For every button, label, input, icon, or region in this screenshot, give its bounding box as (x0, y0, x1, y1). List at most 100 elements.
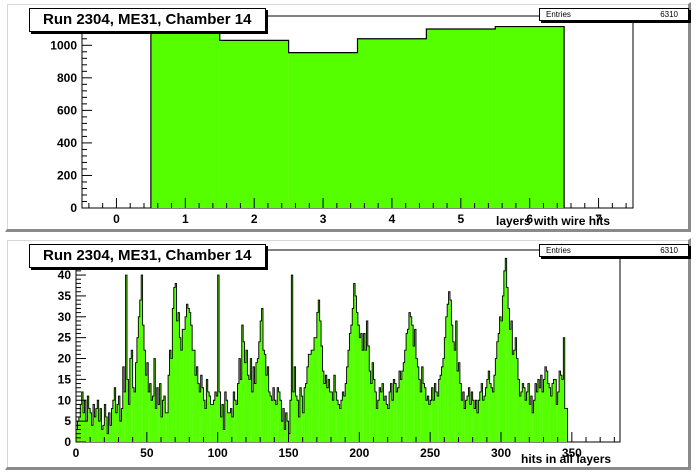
histogram-bin (338, 404, 340, 442)
y-tick-label: 30 (58, 310, 72, 324)
histogram-bin (165, 412, 167, 442)
histogram-bin (404, 350, 407, 442)
histogram-bin (387, 408, 390, 442)
histogram-bin (340, 400, 343, 442)
histogram-bin (526, 391, 529, 442)
histogram-bin (529, 404, 531, 442)
histogram-bin (144, 350, 146, 442)
histogram-bin (370, 383, 373, 442)
histogram-bin (88, 408, 91, 442)
histogram-bin (229, 412, 231, 442)
histogram-bin (281, 421, 283, 442)
histogram-bin (353, 283, 356, 442)
histogram-bin (335, 391, 337, 442)
histogram-bin (499, 316, 502, 442)
histogram-bin (427, 396, 429, 442)
histogram-bin (233, 391, 235, 442)
histogram-bin (468, 387, 470, 442)
histogram-bin (355, 295, 357, 442)
histogram-bin (363, 333, 366, 442)
histogram-bin (377, 400, 380, 442)
histogram-bin (467, 396, 469, 442)
histogram-bin (416, 358, 418, 442)
histogram-bin (219, 391, 221, 442)
histogram-bin (328, 379, 330, 442)
histogram-bin (332, 400, 334, 442)
histogram-bin (158, 404, 160, 442)
histogram-bin (557, 391, 560, 442)
histogram-bin (236, 404, 238, 442)
histogram-bin (489, 383, 492, 442)
histogram-bin (445, 316, 448, 442)
histogram-bin (396, 391, 398, 442)
top-chart-title: Run 2304, ME31, Chamber 14 (29, 8, 267, 32)
histogram-bin (226, 400, 228, 442)
histogram-bin (520, 391, 523, 442)
histogram-bin (535, 383, 537, 442)
histogram-bin (107, 433, 109, 442)
histogram-bin (124, 391, 126, 442)
histogram-bin (97, 400, 99, 442)
histogram-bin (127, 379, 129, 442)
histogram-bin (424, 387, 427, 442)
top-stats-box: Entries 6310 (539, 8, 689, 21)
histogram-bin (189, 312, 191, 442)
histogram-bin (539, 387, 541, 442)
histogram-bin (182, 329, 184, 442)
histogram-bin (394, 383, 397, 442)
histogram-bin (410, 316, 412, 442)
histogram-bin (389, 391, 391, 442)
histogram-bin (336, 400, 339, 442)
histogram-bin (268, 391, 271, 442)
histogram-bin (301, 396, 303, 442)
histogram-bin (510, 320, 513, 442)
histogram-bin (519, 396, 521, 442)
histogram-bin (185, 316, 187, 442)
histogram-bin (530, 396, 533, 442)
histogram-bin (204, 408, 207, 442)
histogram-bin (237, 383, 240, 442)
histogram-bin (376, 408, 378, 442)
histogram-bin (114, 387, 116, 442)
histogram-bin (464, 408, 466, 442)
histogram-bin (125, 275, 128, 442)
y-tick-label: 600 (57, 103, 77, 117)
histogram-bin (132, 387, 135, 442)
histogram-bin (447, 304, 449, 442)
histogram-bin (159, 383, 162, 442)
histogram-bin (367, 346, 370, 442)
histogram-bin (461, 400, 463, 442)
x-tick-label: 3 (320, 212, 327, 226)
histogram-bin (311, 350, 313, 442)
histogram-bin (454, 350, 456, 442)
histogram-bin (374, 391, 377, 442)
histogram-bin (408, 312, 411, 442)
histogram-bin (512, 354, 514, 442)
histogram-bin (556, 404, 558, 442)
x-tick-label: 150 (278, 446, 298, 460)
histogram-bin (271, 400, 274, 442)
histogram-bin (362, 350, 364, 442)
histogram-bin (202, 387, 204, 442)
histogram-bin (207, 391, 210, 442)
histogram-bin (173, 287, 176, 442)
x-tick-label: 50 (140, 446, 154, 460)
histogram-bin (482, 400, 485, 442)
y-tick-label: 800 (57, 71, 77, 85)
histogram-bin (186, 304, 189, 442)
histogram-bin (430, 400, 432, 442)
histogram-bin (210, 404, 213, 442)
histogram-bin (533, 400, 536, 442)
histogram-bin (234, 400, 237, 442)
histogram-bin (121, 408, 123, 442)
histogram-bin (440, 375, 442, 442)
bottom-x-axis-label: hits in all layers (521, 452, 612, 466)
histogram-bin (544, 366, 547, 442)
histogram-bin (282, 408, 285, 442)
histogram-bin (85, 421, 88, 442)
histogram-bin (326, 387, 329, 442)
histogram-bin (566, 408, 568, 442)
histogram-bin (475, 400, 478, 442)
histogram-bin (224, 391, 227, 442)
histogram-bin (263, 350, 265, 442)
